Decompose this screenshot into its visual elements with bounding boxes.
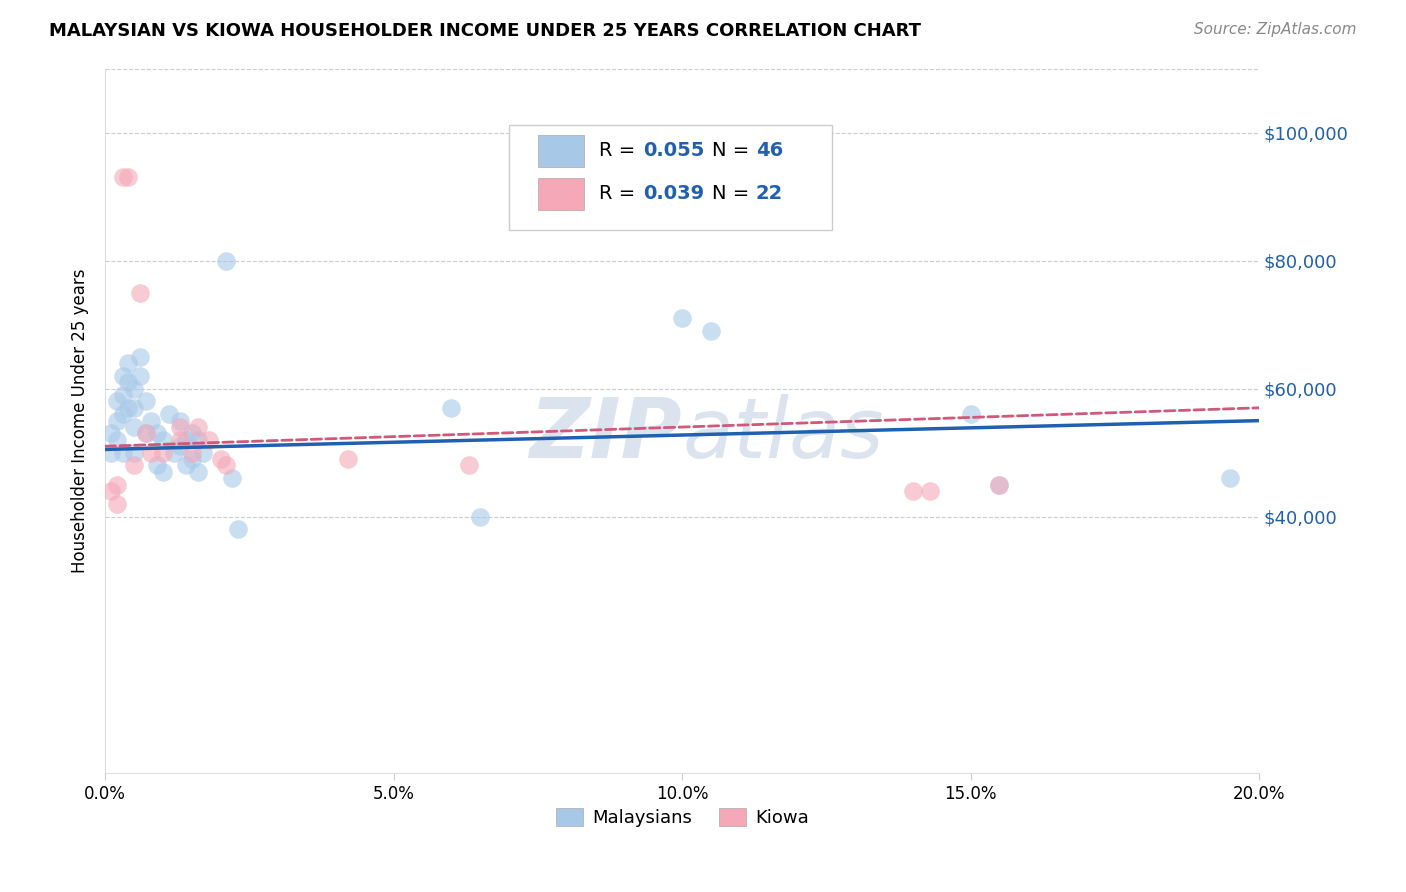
Point	[105, 394, 128, 409]
Point	[152, 465, 174, 479]
Point	[111, 445, 134, 459]
Point	[1219, 471, 1241, 485]
Text: 46: 46	[756, 141, 783, 161]
Point	[193, 445, 215, 459]
Point	[146, 458, 169, 473]
Text: Source: ZipAtlas.com: Source: ZipAtlas.com	[1194, 22, 1357, 37]
Point	[336, 452, 359, 467]
Point	[470, 509, 492, 524]
Text: 0.055: 0.055	[643, 141, 704, 161]
Point	[122, 382, 145, 396]
Point	[198, 433, 221, 447]
Point	[174, 458, 197, 473]
Point	[671, 311, 693, 326]
Point	[111, 368, 134, 383]
Text: N =: N =	[713, 141, 755, 161]
Point	[920, 484, 942, 499]
Point	[215, 253, 238, 268]
Text: 22: 22	[756, 185, 783, 203]
Point	[117, 356, 139, 370]
Point	[135, 394, 157, 409]
Point	[117, 375, 139, 389]
Point	[105, 433, 128, 447]
Point	[100, 484, 122, 499]
Text: ZIP: ZIP	[530, 394, 682, 475]
Text: 0.039: 0.039	[643, 185, 704, 203]
Point	[180, 426, 202, 441]
Point	[169, 414, 191, 428]
Point	[180, 445, 202, 459]
Point	[122, 458, 145, 473]
Text: R =: R =	[599, 185, 641, 203]
Point	[122, 401, 145, 415]
FancyBboxPatch shape	[509, 125, 832, 230]
Point	[988, 477, 1011, 491]
Point	[122, 420, 145, 434]
Point	[157, 407, 180, 421]
Point	[152, 445, 174, 459]
Point	[128, 368, 150, 383]
Point	[111, 170, 134, 185]
Point	[105, 477, 128, 491]
Point	[169, 420, 191, 434]
Point	[141, 414, 163, 428]
Point	[128, 285, 150, 300]
Point	[988, 477, 1011, 491]
Point	[215, 458, 238, 473]
Point	[221, 471, 243, 485]
Point	[152, 433, 174, 447]
Point	[169, 439, 191, 453]
Point	[111, 388, 134, 402]
Point	[700, 324, 723, 338]
Point	[186, 465, 208, 479]
Text: N =: N =	[713, 185, 755, 203]
Point	[901, 484, 924, 499]
Point	[146, 426, 169, 441]
Point	[226, 523, 249, 537]
Point	[457, 458, 479, 473]
Point	[105, 497, 128, 511]
Bar	[538, 135, 583, 167]
Point	[117, 170, 139, 185]
Point	[959, 407, 981, 421]
Point	[169, 433, 191, 447]
Point	[440, 401, 463, 415]
Y-axis label: Householder Income Under 25 years: Householder Income Under 25 years	[72, 268, 89, 573]
Point	[141, 445, 163, 459]
Point	[186, 433, 208, 447]
Bar	[538, 178, 583, 210]
Point	[117, 401, 139, 415]
Point	[163, 445, 186, 459]
Text: R =: R =	[599, 141, 641, 161]
Text: MALAYSIAN VS KIOWA HOUSEHOLDER INCOME UNDER 25 YEARS CORRELATION CHART: MALAYSIAN VS KIOWA HOUSEHOLDER INCOME UN…	[49, 22, 921, 40]
Point	[105, 414, 128, 428]
Point	[122, 445, 145, 459]
Point	[100, 426, 122, 441]
Point	[100, 445, 122, 459]
Point	[174, 433, 197, 447]
Point	[180, 452, 202, 467]
Point	[186, 420, 208, 434]
Point	[135, 426, 157, 441]
Point	[209, 452, 232, 467]
Text: atlas: atlas	[682, 394, 884, 475]
Point	[128, 350, 150, 364]
Point	[135, 426, 157, 441]
Legend: Malaysians, Kiowa: Malaysians, Kiowa	[548, 800, 815, 834]
Point	[111, 407, 134, 421]
